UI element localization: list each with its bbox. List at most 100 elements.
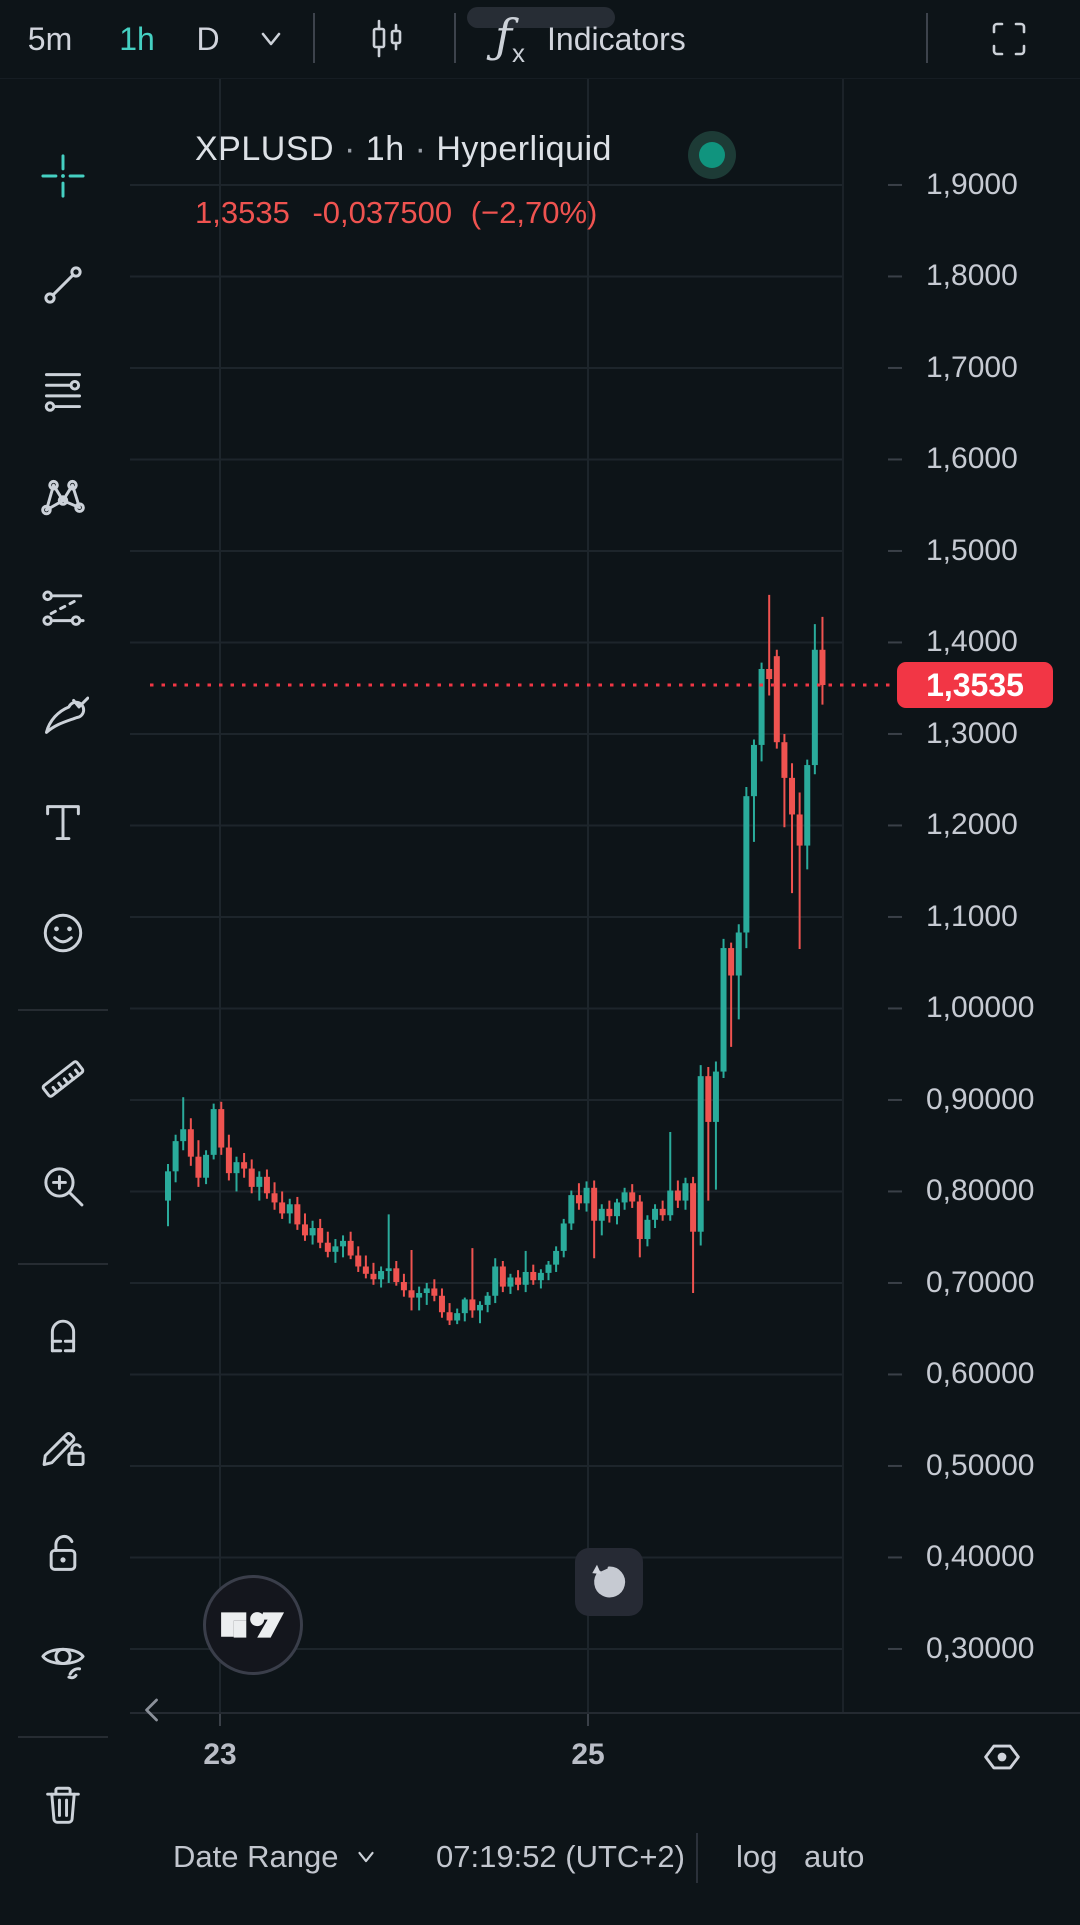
candle-body bbox=[332, 1246, 339, 1252]
tradingview-logo[interactable] bbox=[203, 1575, 303, 1675]
fx-icon: ƒx bbox=[495, 8, 526, 69]
refresh-icon bbox=[586, 1559, 632, 1605]
candle-body bbox=[172, 1141, 179, 1172]
sidebar-item-xabcd-pattern[interactable] bbox=[37, 471, 89, 523]
candle-body bbox=[446, 1312, 453, 1321]
sidebar-divider bbox=[18, 1736, 108, 1738]
chevron-down-icon bbox=[348, 1839, 384, 1875]
axis-settings-button[interactable] bbox=[978, 1733, 1026, 1781]
price-scale-label: 1,1000 bbox=[926, 899, 1018, 933]
interval-d[interactable]: D bbox=[196, 20, 220, 57]
candle-body bbox=[492, 1266, 499, 1296]
price-scale-label: 1,9000 bbox=[926, 167, 1018, 201]
sidebar-item-ruler[interactable] bbox=[37, 1053, 89, 1105]
last-price: 1,3535 bbox=[195, 195, 290, 230]
candle-body bbox=[697, 1076, 704, 1232]
press-ripple bbox=[467, 7, 615, 28]
fullscreen-icon bbox=[987, 17, 1031, 61]
log-scale-toggle[interactable]: log bbox=[736, 1839, 778, 1874]
date-range-button[interactable]: Date Range bbox=[173, 1815, 384, 1899]
candle-body bbox=[690, 1183, 697, 1232]
candle-body bbox=[781, 742, 788, 778]
clock[interactable]: 07:19:52 (UTC+2) bbox=[436, 1839, 685, 1874]
sidebar-item-draw-lock[interactable] bbox=[37, 1419, 89, 1471]
tv-logo-glyph bbox=[221, 1612, 285, 1638]
sidebar-item-fib-retracement[interactable] bbox=[37, 364, 89, 416]
candle-body bbox=[355, 1255, 362, 1267]
candle-body bbox=[484, 1295, 491, 1305]
candle-body bbox=[712, 1071, 719, 1122]
candle-body bbox=[613, 1202, 620, 1217]
sidebar-item-lock[interactable] bbox=[37, 1528, 89, 1580]
sidebar-item-crosshair[interactable] bbox=[37, 150, 89, 202]
candle-body bbox=[340, 1240, 347, 1247]
sidebar-item-projection[interactable] bbox=[37, 584, 89, 636]
interval-1h[interactable]: 1h bbox=[119, 20, 155, 57]
candle-body bbox=[545, 1264, 552, 1273]
sidebar-item-zoom-in[interactable] bbox=[37, 1160, 89, 1212]
candle-body bbox=[362, 1266, 369, 1274]
fullscreen-button[interactable] bbox=[986, 0, 1032, 78]
text-tool-icon bbox=[37, 796, 89, 848]
candle-body bbox=[241, 1162, 248, 1169]
candle-body bbox=[294, 1204, 301, 1225]
sidebar-item-text-tool[interactable] bbox=[37, 796, 89, 848]
candle-body bbox=[674, 1190, 681, 1201]
toolbar-separator bbox=[454, 13, 456, 63]
sidebar-item-brush[interactable] bbox=[37, 691, 89, 743]
reset-chart-view-button[interactable] bbox=[575, 1548, 643, 1616]
price-scale-label: 0,60000 bbox=[926, 1357, 1035, 1391]
projection-icon bbox=[37, 584, 89, 636]
price-scale-label: 0,70000 bbox=[926, 1265, 1035, 1299]
candle-body bbox=[652, 1208, 659, 1220]
auto-scale-toggle[interactable]: auto bbox=[804, 1839, 865, 1874]
sidebar-item-magnet[interactable] bbox=[37, 1307, 89, 1359]
interval-5m[interactable]: 5m bbox=[27, 20, 73, 57]
price-scale-label: 1,2000 bbox=[926, 808, 1018, 842]
candle-body bbox=[758, 668, 765, 745]
ruler-icon bbox=[37, 1053, 89, 1105]
candle-body bbox=[263, 1176, 270, 1194]
magnet-icon bbox=[37, 1307, 89, 1359]
candle-body bbox=[400, 1282, 407, 1291]
candle-body bbox=[203, 1154, 210, 1178]
candle-body bbox=[279, 1202, 286, 1214]
candle-body bbox=[347, 1240, 354, 1256]
last-price-tag: 1,3535 bbox=[897, 662, 1053, 708]
price-change-percent: (−2,70%) bbox=[470, 195, 598, 230]
legend[interactable]: XPLUSD · 1h · Hyperliquid 1,3535 -0,0375… bbox=[195, 130, 612, 231]
candle-body bbox=[537, 1272, 544, 1281]
candle-body bbox=[507, 1277, 514, 1287]
bottom-bar: Date Range 07:19:52 (UTC+2) log auto bbox=[0, 1815, 1080, 1905]
candle-body bbox=[187, 1129, 194, 1157]
candle-body bbox=[286, 1204, 293, 1214]
legend-interval: 1h bbox=[365, 130, 405, 168]
candle-body bbox=[416, 1293, 423, 1298]
candle-body bbox=[629, 1192, 636, 1202]
price-scale-label: 1,8000 bbox=[926, 259, 1018, 293]
candle-body bbox=[598, 1208, 605, 1221]
candle-body bbox=[659, 1208, 666, 1216]
candles-style-icon bbox=[366, 17, 410, 61]
candle-body bbox=[499, 1266, 506, 1287]
indicators-button[interactable]: ƒx Indicators bbox=[495, 0, 745, 78]
chart-style-button[interactable] bbox=[365, 0, 411, 78]
candle-body bbox=[454, 1313, 461, 1321]
draw-lock-icon bbox=[37, 1419, 89, 1471]
candle-body bbox=[256, 1176, 263, 1187]
candle-body bbox=[796, 814, 803, 846]
candle-body bbox=[438, 1295, 445, 1313]
candle-body bbox=[309, 1228, 316, 1236]
sidebar-item-trend-line[interactable] bbox=[37, 259, 89, 311]
collapse-drawing-toolbar-button[interactable] bbox=[132, 1688, 172, 1732]
candle-body bbox=[165, 1171, 171, 1201]
price-scale-label: 0,80000 bbox=[926, 1174, 1035, 1208]
candle-body bbox=[408, 1290, 415, 1298]
sidebar-item-emoji[interactable] bbox=[37, 907, 89, 959]
sidebar-item-hide-drawings[interactable] bbox=[37, 1634, 89, 1686]
market-open-dot[interactable] bbox=[699, 142, 725, 168]
candle-body bbox=[195, 1156, 202, 1178]
interval-menu-button[interactable] bbox=[249, 0, 293, 78]
candle-body bbox=[728, 948, 735, 976]
